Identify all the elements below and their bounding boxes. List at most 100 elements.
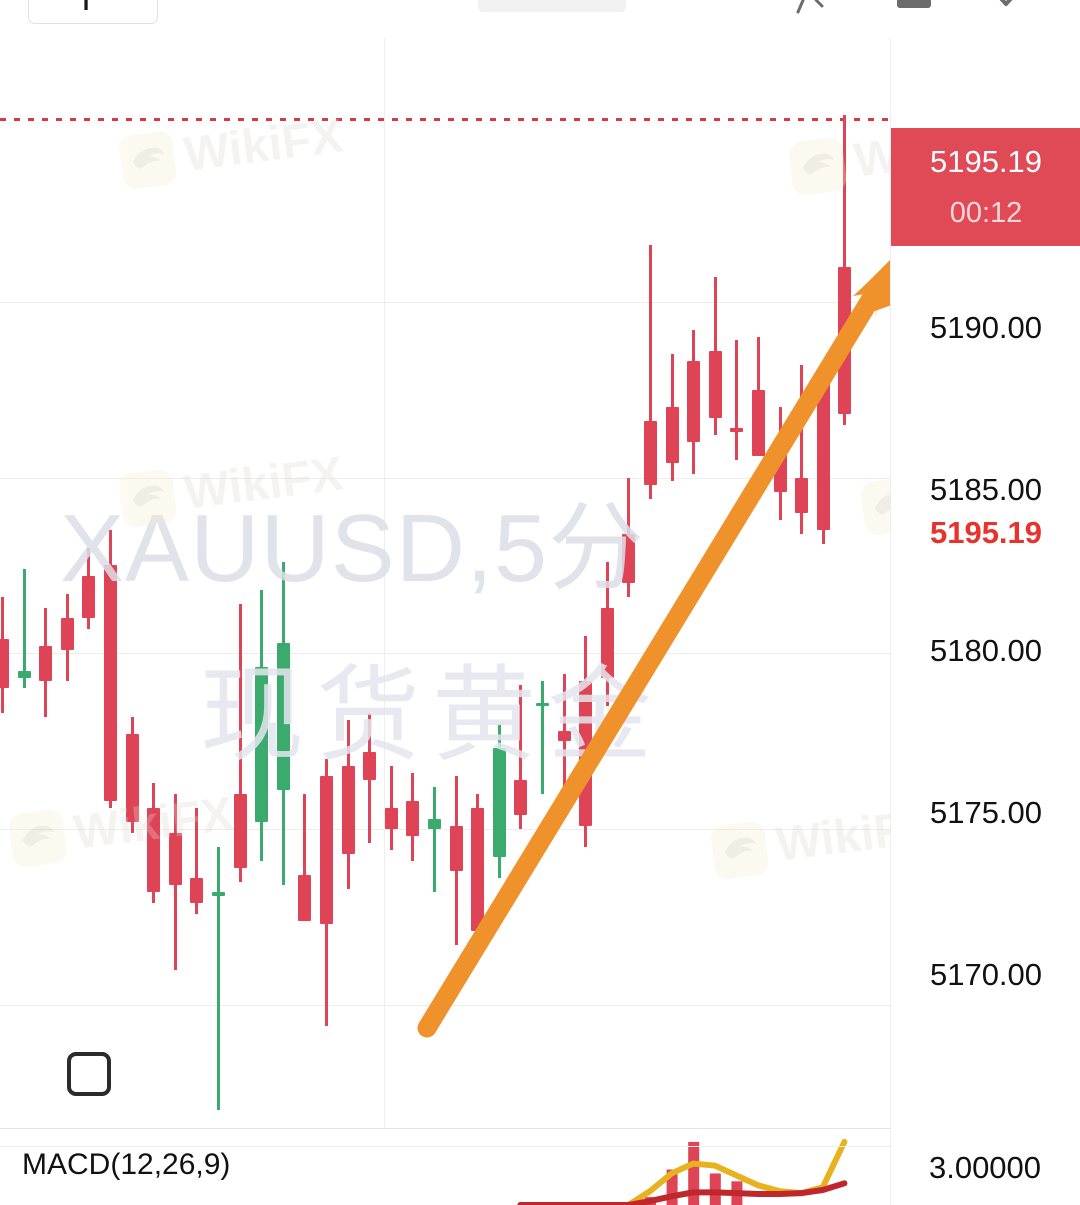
candle-body — [384, 808, 398, 830]
candle — [341, 38, 355, 1128]
candle — [125, 38, 139, 1128]
candle-wick — [195, 808, 199, 914]
candle-body — [320, 776, 333, 925]
candle — [60, 38, 74, 1128]
candle-body — [60, 618, 74, 650]
candle-body — [644, 421, 657, 485]
candle-body — [276, 642, 290, 791]
timeframe-pill[interactable] — [478, 0, 626, 12]
candle-body — [838, 266, 852, 415]
candle — [363, 38, 377, 1128]
candle-body — [341, 765, 355, 854]
candle-body — [190, 878, 204, 903]
macd-label: MACD(12,26,9) — [22, 1148, 231, 1181]
candle-body — [428, 818, 441, 830]
candle-body — [471, 808, 485, 932]
candle-body — [82, 575, 96, 619]
macd-gridline — [0, 1146, 890, 1147]
candle — [168, 38, 182, 1128]
candle — [795, 38, 809, 1128]
candle-body — [0, 639, 9, 689]
text-tool-glyph: T — [79, 0, 94, 15]
candle — [104, 38, 117, 1128]
candle-body — [449, 825, 463, 872]
candle — [384, 38, 398, 1128]
macd-histogram-bar — [709, 1173, 721, 1205]
candle-wick — [433, 786, 436, 893]
candle — [665, 38, 679, 1128]
candle-body — [665, 407, 679, 464]
current-price-badge[interactable]: 5195.19 00:12 — [891, 128, 1080, 246]
eraser-icon[interactable] — [892, 0, 936, 18]
candle-body — [147, 808, 161, 893]
candle-body — [795, 477, 809, 513]
candle-wick — [303, 793, 307, 918]
candle — [816, 38, 830, 1128]
axis-tick-5180: 5180.00 — [929, 633, 1043, 668]
candle — [39, 38, 53, 1128]
candle-body — [687, 361, 701, 443]
candle-body — [730, 428, 744, 432]
candle — [190, 38, 204, 1128]
candle-body — [752, 389, 765, 457]
candle-body — [406, 801, 420, 837]
candle — [687, 38, 701, 1128]
candle — [644, 38, 657, 1128]
candle — [752, 38, 765, 1128]
text-tool-button[interactable]: T — [28, 0, 158, 24]
grid-line-vertical — [384, 38, 385, 1128]
last-price-marker: 5195.19 — [929, 515, 1043, 550]
candle — [17, 38, 31, 1128]
current-price-line — [0, 118, 890, 122]
chevron-down-icon[interactable] — [986, 0, 1026, 18]
candle-body — [816, 379, 830, 531]
candle-wick — [389, 765, 393, 851]
macd-divider — [0, 1128, 1080, 1129]
candle-body — [39, 646, 53, 682]
macd-histogram-bar — [688, 1141, 700, 1205]
candle — [773, 38, 787, 1128]
candle — [838, 38, 852, 1128]
candle — [147, 38, 161, 1128]
candle-wick — [217, 846, 220, 1111]
candle-wick — [22, 568, 26, 689]
current-price-value: 5195.19 — [929, 144, 1043, 179]
candle-body — [514, 779, 528, 816]
candle — [298, 38, 312, 1128]
candle-body — [233, 793, 247, 868]
candle — [406, 38, 420, 1128]
axis-tick-5190: 5190.00 — [929, 310, 1043, 345]
axis-tick-5170: 5170.00 — [929, 957, 1043, 992]
candle-wick — [735, 340, 739, 460]
candle — [255, 38, 269, 1128]
candle-wick — [238, 604, 242, 882]
candle-body — [255, 667, 269, 823]
candle — [320, 38, 333, 1128]
candle — [82, 38, 96, 1128]
candle — [212, 38, 225, 1128]
candle-body — [708, 350, 722, 418]
candle — [0, 38, 9, 1128]
candle-countdown: 00:12 — [949, 197, 1023, 229]
candle — [708, 38, 722, 1128]
candle-body — [125, 734, 139, 823]
axis-tick-5185: 5185.00 — [929, 472, 1043, 507]
symbol-name-watermark: 现货黄金 — [200, 658, 665, 774]
pencil-icon[interactable] — [792, 0, 832, 18]
candle-body — [773, 442, 787, 492]
candle-body — [363, 751, 377, 780]
candle-body — [17, 670, 31, 678]
drawing-checkbox[interactable] — [67, 1052, 111, 1096]
candle — [730, 38, 744, 1128]
axis-tick-5175: 5175.00 — [929, 795, 1043, 830]
macd-pane[interactable] — [0, 1128, 890, 1205]
price-axis[interactable]: 5195.19 00:12 5190.00 5185.00 5195.19 51… — [890, 0, 1080, 1205]
macd-histogram-bar — [666, 1169, 678, 1205]
macd-axis-value: 3.00000 — [928, 1150, 1042, 1185]
candle — [276, 38, 290, 1128]
candle-body — [212, 892, 225, 896]
candle — [233, 38, 247, 1128]
candle-body — [104, 565, 117, 801]
symbol-watermark: XAUUSD,5分 — [60, 495, 646, 602]
